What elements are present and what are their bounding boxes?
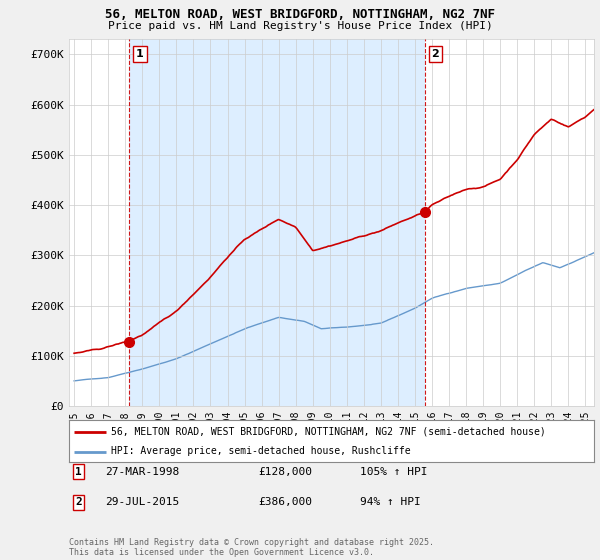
Text: 56, MELTON ROAD, WEST BRIDGFORD, NOTTINGHAM, NG2 7NF: 56, MELTON ROAD, WEST BRIDGFORD, NOTTING… bbox=[105, 8, 495, 21]
Text: 2: 2 bbox=[431, 49, 439, 59]
Text: £386,000: £386,000 bbox=[258, 497, 312, 507]
Text: 1: 1 bbox=[75, 466, 82, 477]
Text: 1: 1 bbox=[136, 49, 144, 59]
Bar bbox=[129, 39, 425, 406]
Text: 105% ↑ HPI: 105% ↑ HPI bbox=[360, 466, 427, 477]
Text: HPI: Average price, semi-detached house, Rushcliffe: HPI: Average price, semi-detached house,… bbox=[111, 446, 410, 456]
Text: Contains HM Land Registry data © Crown copyright and database right 2025.
This d: Contains HM Land Registry data © Crown c… bbox=[69, 538, 434, 557]
Text: 2: 2 bbox=[75, 497, 82, 507]
Text: 29-JUL-2015: 29-JUL-2015 bbox=[105, 497, 179, 507]
Text: 27-MAR-1998: 27-MAR-1998 bbox=[105, 466, 179, 477]
Text: 56, MELTON ROAD, WEST BRIDGFORD, NOTTINGHAM, NG2 7NF (semi-detached house): 56, MELTON ROAD, WEST BRIDGFORD, NOTTING… bbox=[111, 427, 546, 437]
Text: 94% ↑ HPI: 94% ↑ HPI bbox=[360, 497, 421, 507]
Text: Price paid vs. HM Land Registry's House Price Index (HPI): Price paid vs. HM Land Registry's House … bbox=[107, 21, 493, 31]
Text: £128,000: £128,000 bbox=[258, 466, 312, 477]
